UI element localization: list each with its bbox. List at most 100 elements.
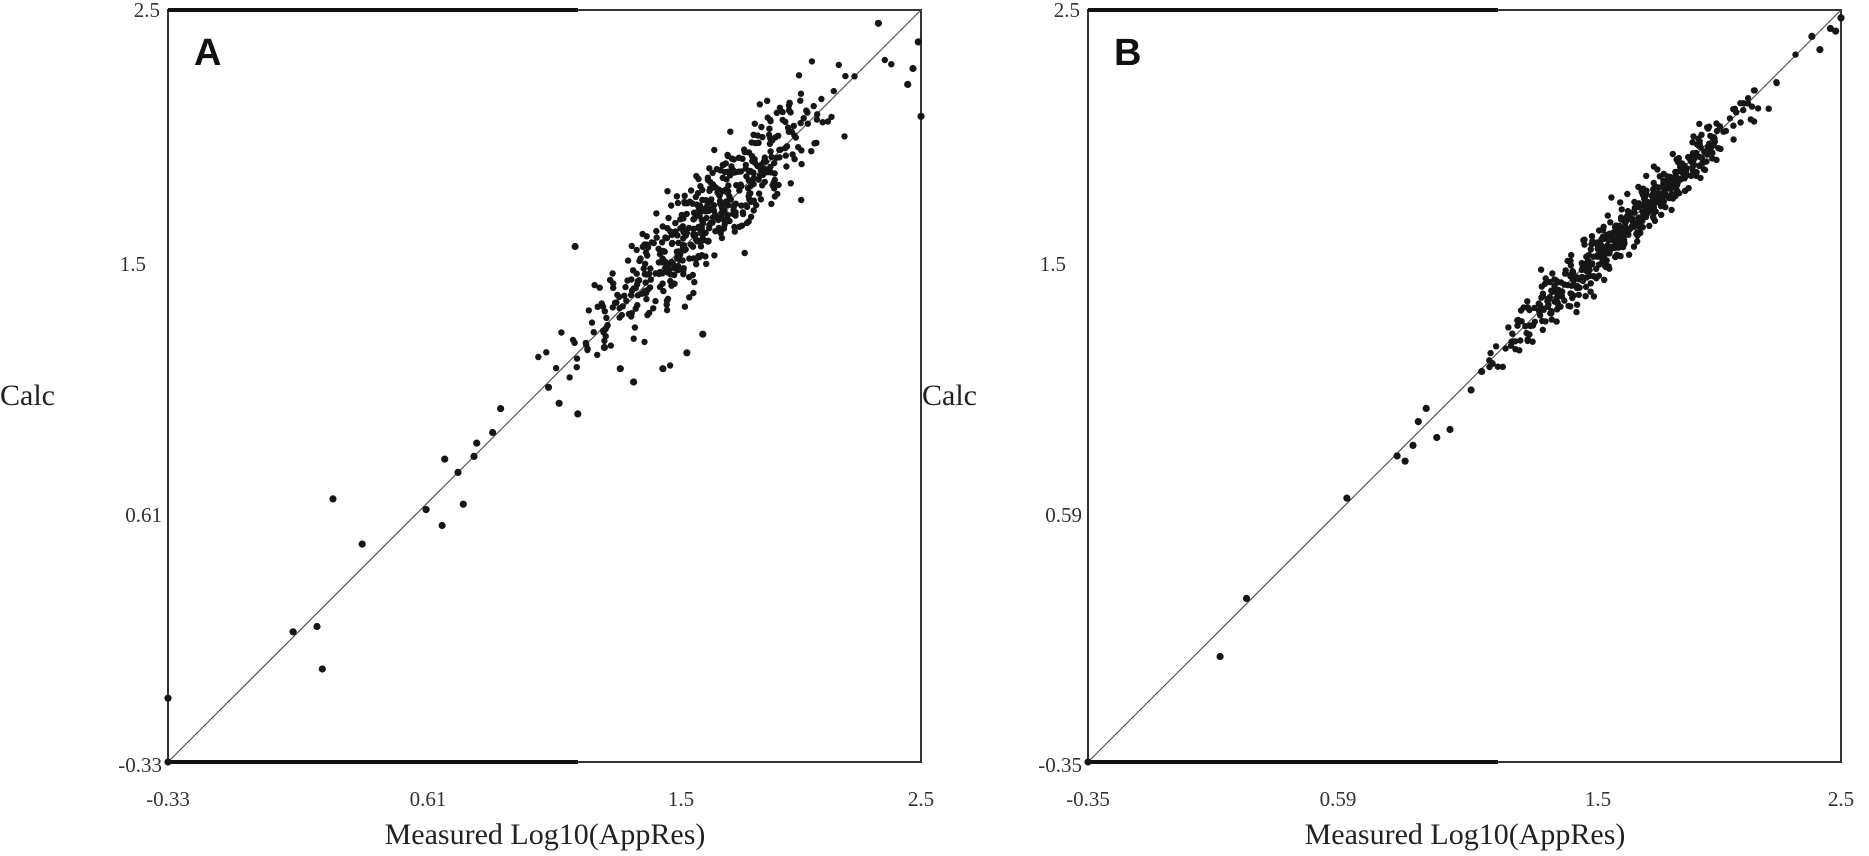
panel-b-point-360 [1690,133,1697,140]
panel-b-point-424 [1617,216,1625,223]
panel-a-point-535 [711,213,719,220]
panel-a-point-180 [757,196,765,203]
panel-a-point-2 [289,628,297,636]
panel-a-point-377 [782,152,789,159]
panel-b-point-445 [1587,280,1594,287]
panel-a-point-329 [830,87,837,95]
panel-a-point-325 [643,289,650,297]
panel-b-point-379 [1509,330,1516,337]
panel-a-point-19 [571,242,579,251]
panel-a-point-521 [707,185,714,192]
panel-a-point-416 [746,168,753,175]
panel-b-point-269 [1730,122,1737,129]
panel-b-point-372 [1538,283,1545,290]
panel-a-points [164,19,925,766]
panel-a-point-546 [743,203,751,210]
panel-b-point-355 [1696,138,1703,145]
panel-a-point-306 [603,314,610,322]
panel-b-point-337 [1505,324,1512,331]
panel-b: B [1084,8,1845,766]
panel-b-point-519 [1683,172,1691,179]
panel-a-point-488 [667,277,674,285]
panel-a-point-4 [318,665,326,673]
panel-b-point-463 [1636,223,1643,230]
panel-b-point-55 [1539,326,1546,333]
panel-a-point-361 [667,271,674,278]
panel-a-point-438 [888,61,895,68]
panel-a-point-424 [765,166,773,174]
panel-b-point-23 [1625,251,1633,258]
panel-a-point-300 [692,231,699,238]
panel-a-point-487 [720,187,727,195]
panel-b-point-501 [1596,250,1603,257]
panel-b-point-397 [1674,181,1681,189]
panel-a-point-238 [709,169,716,177]
panel-a-point-8 [438,521,446,530]
panel-a-point-283 [791,155,798,163]
panel-a-point-0 [164,758,172,766]
panel-a-point-9 [441,455,449,463]
panel-a-point-265 [788,128,795,135]
panel-b-point-343 [1553,318,1560,325]
panel-a-point-366 [591,281,598,289]
panel-a-point-406 [601,337,608,345]
panel-b-point-485 [1705,148,1712,155]
panel-a-point-529 [656,250,664,258]
panel-b-point-18 [1832,27,1840,35]
panel-a-point-254 [706,165,713,172]
panel-a-point-405 [741,148,749,156]
panel-a-point-82 [622,283,629,291]
panel-b-point-5 [1401,457,1409,465]
panel-a-y-tick-1: 0.61 [125,503,162,527]
panel-a-point-541 [741,249,748,257]
panel-a-point-85 [606,276,614,284]
panel-b-point-512 [1589,237,1596,245]
panel-b-point-358 [1613,237,1620,245]
panel-a-point-375 [750,207,757,214]
panel-a-point-545 [689,200,696,207]
panel-a-point-294 [699,219,706,227]
panel-b-point-338 [1689,139,1696,146]
panel-b-point-122 [1494,363,1502,370]
panel-b-point-398 [1654,166,1661,173]
panel-b-point-461 [1659,195,1666,203]
panel-b-point-375 [1583,253,1590,260]
panel-b-point-281 [1730,136,1737,143]
panel-b-point-169 [1717,145,1724,153]
panel-a-x-axis-label: Measured Log10(AppRes) [385,818,706,851]
panel-b-point-340 [1661,184,1668,191]
panel-b-point-258 [1667,173,1674,181]
panel-a-point-267 [691,278,698,286]
panel-b-point-335 [1655,184,1662,191]
panel-a-point-187 [646,284,654,291]
panel-b-point-411 [1612,253,1619,261]
panel-a-point-230 [681,200,688,207]
panel-b-point-319 [1616,223,1623,230]
panel-b-point-516 [1665,194,1673,202]
panel-a-point-345 [633,246,640,254]
panel-a-point-32 [881,56,888,64]
panel-a-point-210 [666,362,674,369]
panel-b-point-415 [1662,203,1669,211]
panel-b-point-331 [1737,119,1744,126]
panel-a-point-262 [711,146,718,154]
panel-a-point-17 [555,399,563,407]
panel-a-point-537 [668,231,676,239]
panel-b-point-462 [1689,167,1697,174]
panel-b-y-tick-0: -0.35 [1038,753,1082,777]
panel-a-point-77 [674,199,682,207]
panel-a-point-506 [725,217,732,225]
panel-b-point-318 [1696,162,1703,169]
panel-b-point-8 [1422,404,1430,412]
panel-a-point-120 [697,243,705,250]
panel-a-point-246 [641,338,648,346]
panel-b-point-17 [1837,14,1845,22]
panel-a-point-502 [639,230,646,238]
panel-a-point-445 [787,109,794,116]
panel-a-point-196 [610,284,617,291]
panel-a-point-477 [797,97,804,104]
panel-a-point-253 [771,159,778,167]
panel-a-point-483 [663,297,671,304]
panel-b-point-468 [1593,265,1600,272]
panel-a-point-431 [726,172,734,179]
